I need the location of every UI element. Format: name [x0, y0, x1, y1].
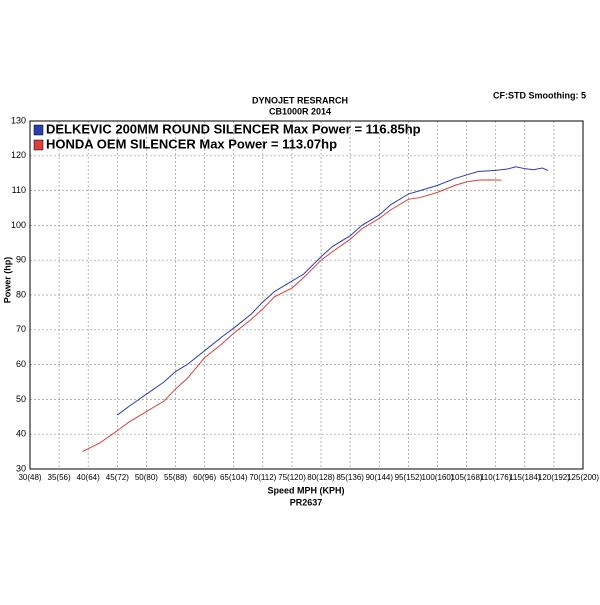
power-line: [117, 166, 549, 416]
legend-label: DELKEVIC 200MM ROUND SILENCER Max Power …: [46, 121, 421, 136]
x-tick-label: 85(136): [336, 473, 364, 482]
y-tick-label: 130: [11, 115, 26, 125]
x-tick-label: 70(112): [249, 473, 276, 482]
x-tick-label: 40(64): [77, 473, 100, 482]
x-tick-label: 80(128): [307, 473, 335, 482]
y-tick-label: 40: [16, 429, 26, 439]
y-tick-label: 70: [16, 324, 26, 334]
x-tick-label: 35(56): [48, 473, 71, 482]
y-tick-label: 50: [16, 394, 26, 404]
legend-swatch: [33, 139, 44, 151]
x-tick-label: 45(72): [106, 473, 129, 482]
y-tick-label: 30: [16, 463, 26, 473]
x-tick-label: 115(184): [509, 473, 541, 482]
corner-note: CF:STD Smoothing: 5: [493, 90, 586, 100]
y-axis-label: Power (hp): [2, 257, 12, 304]
x-tick-label: 65(104): [220, 473, 248, 482]
y-tick-label: 60: [16, 359, 26, 369]
x-tick-label: 30(48): [18, 473, 41, 482]
legend-label: HONDA OEM SILENCER Max Power = 113.07hp: [46, 136, 337, 151]
plot-border: [29, 120, 584, 470]
x-tick-label: 110(176): [480, 473, 512, 482]
x-tick-label: 125(200): [567, 473, 599, 482]
y-tick-label: 90: [16, 255, 26, 265]
x-axis-label: Speed MPH (KPH): [267, 485, 344, 495]
footer: PR2637: [290, 497, 323, 507]
x-tick-label: 50(80): [135, 473, 158, 482]
x-tick-label: 95(152): [395, 473, 423, 482]
x-tick-label: 75(120): [278, 473, 306, 482]
y-tick-label: 80: [16, 289, 26, 299]
x-tick-label: 60(96): [193, 473, 216, 482]
x-tick-label: 55(88): [164, 473, 187, 482]
chart-title: DYNOJET RESRARCH: [252, 95, 348, 105]
x-tick-label: 120(192): [538, 473, 570, 482]
y-tick-label: 110: [12, 185, 26, 195]
x-tick-label: 100(160): [421, 473, 453, 482]
x-tick-label: 105(168): [451, 473, 483, 482]
legend-swatch: [33, 124, 44, 136]
chart-subtitle: CB1000R 2014: [269, 106, 331, 116]
power-line: [82, 179, 502, 453]
x-tick-label: 90(144): [365, 473, 393, 482]
y-tick-label: 120: [11, 150, 26, 160]
y-tick-label: 100: [11, 220, 26, 230]
